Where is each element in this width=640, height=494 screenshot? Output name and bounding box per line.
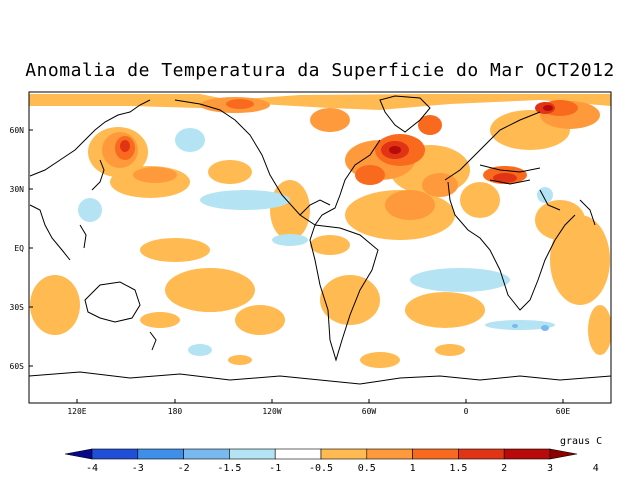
lat-label: 30S <box>10 303 25 312</box>
lat-label: 60N <box>10 126 25 135</box>
colorbar-tick-label: -0.5 <box>309 463 333 474</box>
colorbar-cell <box>64 448 93 460</box>
colorbar-tick-label: -1 <box>269 463 281 474</box>
colorbar-cell <box>549 448 578 460</box>
colorbar-tick-label: 3 <box>547 463 553 474</box>
colorbar-cell <box>366 448 413 460</box>
lat-label: 60S <box>10 362 25 371</box>
lat-label: 30N <box>10 185 25 194</box>
colorbar-cell <box>229 448 276 460</box>
colorbar-tick-label: -3 <box>132 463 144 474</box>
colorbar-cell <box>458 448 505 460</box>
latitude-axis: 60N 30N EQ 30S 60S <box>10 126 33 371</box>
colorbar-tick-label: 2 <box>501 463 507 474</box>
colorbar-cell <box>503 448 551 460</box>
lon-label: 180 <box>168 407 183 416</box>
longitude-axis: 120E 180 120W 60W 0 60E <box>67 399 570 416</box>
map-title: Anomalia de Temperatura da Superficie do… <box>25 60 615 81</box>
anomaly-field <box>29 94 611 385</box>
lon-label: 60E <box>556 407 571 416</box>
colorbar-tick-label: -1.5 <box>217 463 241 474</box>
lon-label: 0 <box>464 407 469 416</box>
units-label: graus C <box>560 436 602 447</box>
colorbar-cell <box>320 448 368 460</box>
colorbar-tick-label: -2 <box>178 463 190 474</box>
colorbar-tick-label: 1 <box>410 463 416 474</box>
colorbar-cell <box>137 448 184 460</box>
coastlines <box>29 95 611 385</box>
lon-label: 60W <box>362 407 377 416</box>
colorbar-tick-label: 4 <box>593 463 599 474</box>
lon-label: 120W <box>262 407 281 416</box>
lat-label: EQ <box>14 244 24 253</box>
colorbar-cell <box>183 448 230 460</box>
colorbar-tick-label: 0.5 <box>358 463 376 474</box>
colorbar: -4 -3 -2 -1.5 -1 -0.5 0.5 1 1.5 2 3 4 <box>64 448 599 474</box>
lon-label: 120E <box>67 407 86 416</box>
colorbar-cell <box>91 448 139 460</box>
colorbar-cell <box>412 448 459 460</box>
colorbar-cell <box>274 448 322 460</box>
colorbar-tick-label: -4 <box>86 463 98 474</box>
colorbar-tick-label: 1.5 <box>449 463 467 474</box>
